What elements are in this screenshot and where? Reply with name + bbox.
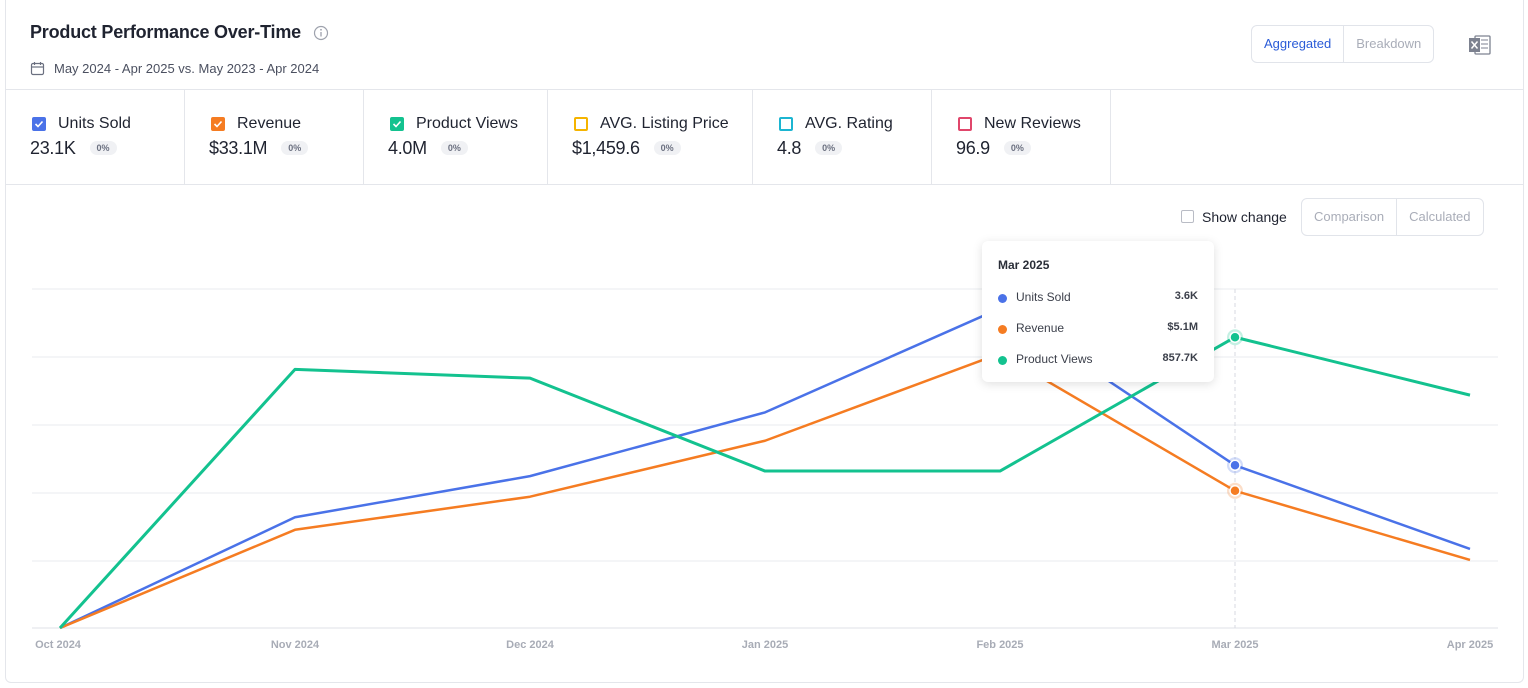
metric-change: 0% [815, 141, 843, 155]
tooltip-row: Revenue $5.1M [998, 321, 1198, 337]
tooltip-row: Units Sold 3.6K [998, 290, 1198, 306]
metric-value: 4.8 [777, 138, 802, 158]
x-tick-label: Oct 2024 [35, 639, 82, 651]
tooltip-value: 3.6K [1174, 290, 1198, 302]
metric-checkbox[interactable] [574, 117, 588, 131]
show-change-checkbox[interactable] [1181, 210, 1194, 223]
check-path [213, 120, 223, 128]
check-mark [213, 120, 223, 128]
grid [32, 288, 1498, 629]
mode-toggle: Comparison Calculated [1301, 198, 1484, 236]
divider [6, 184, 1523, 185]
metric-change: 0% [440, 141, 468, 155]
date-range: May 2024 - Apr 2025 vs. May 2023 - Apr 2… [54, 61, 320, 76]
x-tick-label: Feb 2025 [976, 639, 1023, 651]
tooltip-name: Units Sold [1016, 290, 1071, 304]
toggle-button[interactable]: Calculated [1396, 199, 1482, 235]
tooltip: Mar 2025 Units Sold 3.6K Revenue $5.1M Produc… [982, 241, 1214, 382]
metric-name: New Reviews [984, 115, 1081, 132]
line-series [58, 335, 1471, 630]
calendar-icon [30, 62, 45, 76]
tooltip-value: $5.1M [1167, 321, 1198, 333]
metric-value-row: $33.1M 0% [209, 138, 309, 159]
title: Product Performance Over-Time [30, 22, 301, 42]
metric-name: Units Sold [58, 115, 131, 132]
tooltip-dot [998, 356, 1007, 365]
metric-value-row: $1,459.6 0% [572, 138, 681, 159]
x-tick-label: Nov 2024 [271, 639, 320, 651]
check-mark [34, 120, 44, 128]
metric-change: 0% [89, 141, 117, 155]
metric-checkbox[interactable] [779, 117, 793, 131]
toggle-button[interactable]: Aggregated [1264, 36, 1332, 51]
x-tick-label: Apr 2025 [1447, 639, 1493, 651]
tooltip-title: Mar 2025 [998, 258, 1050, 272]
divider [6, 89, 1523, 90]
metric-card[interactable]: New Reviews 96.9 0% [932, 90, 1111, 184]
check-mark [392, 120, 402, 128]
tooltip-dot [998, 325, 1007, 334]
tooltip-name: Revenue [1016, 321, 1065, 335]
hover-point [1229, 459, 1241, 472]
metric-value: 23.1K [30, 138, 76, 158]
x-tick-label: Mar 2025 [1211, 639, 1258, 651]
check-path [392, 120, 402, 128]
view-toggle: Aggregated Breakdown [1251, 25, 1435, 63]
metric-checkbox[interactable] [211, 117, 225, 131]
line-series [59, 307, 1471, 630]
metric-value-row: 4.0M 0% [388, 138, 468, 159]
metric-card[interactable]: Units Sold 23.1K 0% [6, 90, 185, 184]
metric-name: AVG. Rating [805, 115, 893, 132]
metric-change: 0% [281, 141, 309, 155]
x-tick-label: Jan 2025 [742, 639, 788, 651]
hover-point [1229, 331, 1241, 343]
metric-value: $33.1M [209, 138, 268, 158]
toggle-button[interactable]: Breakdown [1343, 26, 1433, 62]
metric-checkbox[interactable] [390, 117, 404, 131]
metric-value: $1,459.6 [572, 138, 640, 158]
metric-name: Revenue [237, 115, 302, 132]
metric-name: Product Views [416, 115, 518, 132]
metric-value: 96.9 [956, 138, 990, 158]
metric-value: 4.0M [388, 138, 427, 158]
metric-value-row: 96.9 0% [956, 138, 1031, 159]
metric-checkbox[interactable] [958, 117, 972, 131]
tooltip-value: 857.7K [1162, 352, 1198, 364]
metric-value-row: 4.8 0% [777, 138, 843, 159]
metric-checkbox[interactable] [32, 117, 46, 131]
metric-card[interactable]: Product Views 4.0M 0% [364, 90, 548, 184]
toggle-button[interactable]: Comparison [1314, 209, 1385, 224]
hover-point [1229, 485, 1241, 497]
show-change-label[interactable]: Show change [1202, 209, 1287, 225]
metric-name: AVG. Listing Price [600, 115, 729, 132]
tooltip-row: Product Views 857.7K [998, 352, 1198, 368]
x-tick-label: Dec 2024 [506, 639, 555, 651]
metric-card[interactable]: AVG. Rating 4.8 0% [753, 90, 932, 184]
metric-change: 0% [1003, 141, 1031, 155]
metric-change: 0% [653, 141, 681, 155]
check-path [34, 120, 44, 128]
metric-value-row: 23.1K 0% [30, 138, 117, 159]
tooltip-name: Product Views [1016, 352, 1093, 366]
card [5, 0, 1524, 683]
info-icon[interactable] [313, 25, 329, 41]
tooltip-dot [998, 294, 1007, 303]
metric-card[interactable]: Revenue $33.1M 0% [185, 90, 364, 184]
excel-icon[interactable] [1468, 34, 1492, 56]
metric-card[interactable]: AVG. Listing Price $1,459.6 0% [548, 90, 753, 184]
